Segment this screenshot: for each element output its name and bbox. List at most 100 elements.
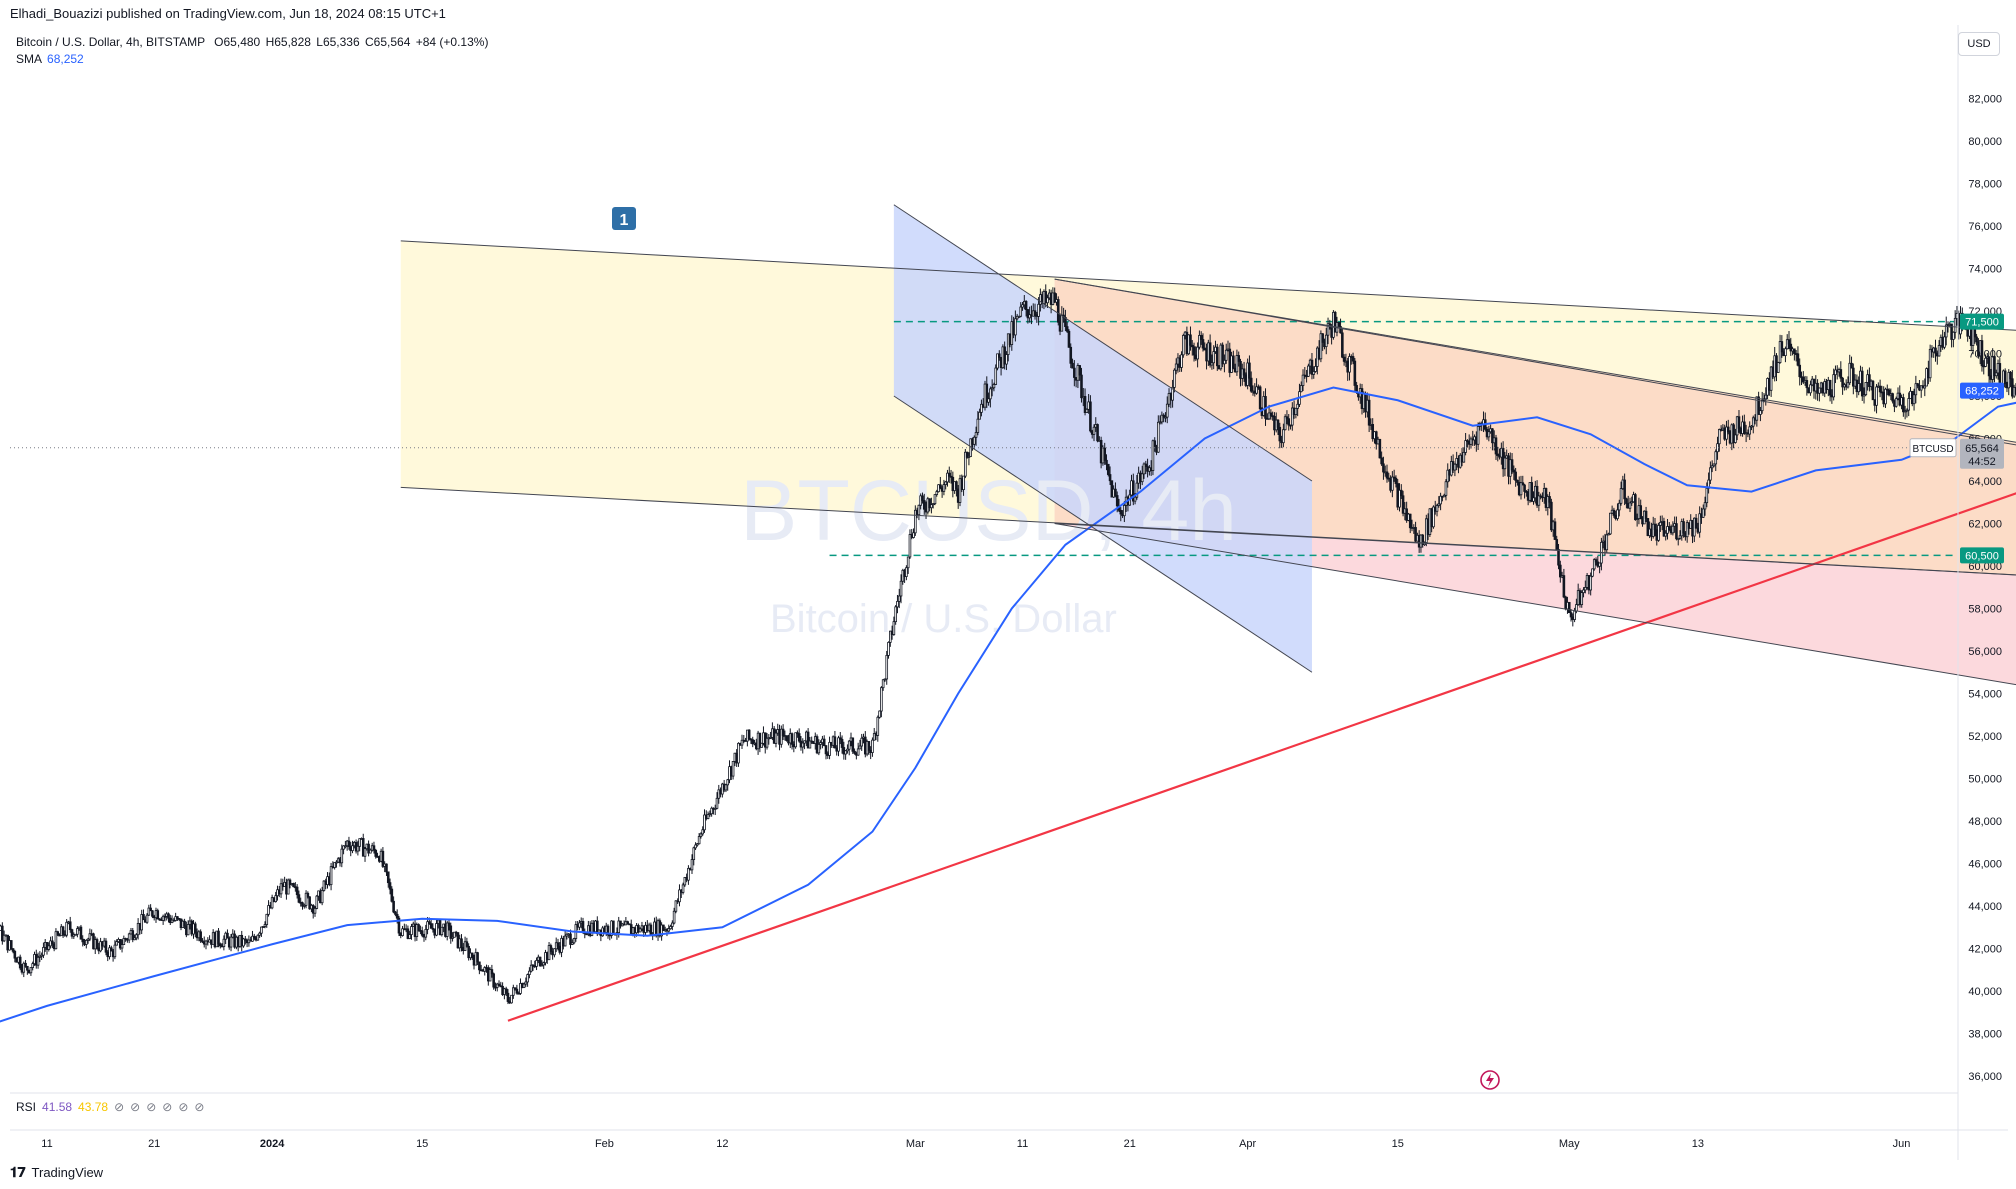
candle-body [322,880,326,891]
candle-body [817,743,821,754]
candle-body [1609,512,1612,535]
candle-body [1694,517,1698,529]
candle-body [1164,416,1167,419]
candle-body [731,761,735,777]
rsi-value: 41.58 [42,1100,73,1114]
currency-button[interactable]: USD [1958,32,2000,56]
candle-body [1208,342,1212,366]
candle-body [1053,292,1056,303]
candle-body [1294,407,1298,415]
candle-body [219,943,222,947]
blue-channel-line [893,395,1313,673]
candle-body [672,910,676,924]
candle-body [747,729,751,740]
candle-body [681,884,685,893]
candle-body [1591,568,1594,577]
candle-body [31,963,35,968]
candle-body [1530,482,1534,502]
candle-body [1871,380,1875,401]
candle-body [1108,474,1112,482]
x-axis-labels: 1121202415Feb12Mar1121Apr15May13Jun17Jul… [41,1138,1910,1150]
candle-body [1550,501,1553,531]
candle-body [1192,346,1196,356]
sma-label: SMA [16,52,43,66]
candle-body [751,739,755,745]
candle-body [1573,610,1576,620]
candle-body [256,934,260,941]
y-tick-label: 56,000 [1968,646,2002,658]
hidden-value-icon: ⊘ [178,1100,189,1114]
candle-body [706,814,710,819]
candles [0,284,2016,1005]
candle-body [297,894,301,903]
candle-body [1242,368,1246,376]
horizontal-levels[interactable] [829,320,1958,557]
candle-body [1151,440,1155,471]
candle-body [1944,324,1948,338]
candle-body [56,931,60,936]
candle-body [344,845,347,848]
candle-body [838,737,842,740]
candle-body [974,432,978,438]
candle-body [392,900,395,913]
price-label-box [1960,313,2004,330]
candle-body [1776,362,1780,373]
candle-body [997,353,1001,358]
candle-body [1221,344,1224,365]
candle-body [95,939,99,949]
y-tick-label: 60,000 [1968,561,2002,573]
candle-body [1934,347,1937,354]
candle-body [1005,354,1008,365]
candle-body [2003,370,2007,385]
high-value: H65,828 [265,35,311,49]
candle-body [302,904,306,907]
candle-body [1046,297,1049,304]
candle-body [1714,451,1718,465]
candle-body [985,383,989,403]
candle-body [1212,351,1215,364]
candle-body [1805,380,1809,389]
candle-body [1644,510,1648,519]
candle-body [1503,457,1507,470]
candle-body [846,748,849,752]
candle-body [1408,513,1412,529]
candle-body [47,945,51,950]
candle-body [581,921,585,933]
candle-body [1510,459,1514,471]
candle-body [270,897,274,909]
trendline[interactable] [507,226,2016,1022]
candle-body [1339,326,1342,334]
candle-body [860,737,864,747]
candle-body [1437,503,1441,506]
candle-body [858,745,862,750]
candle-body [1580,592,1584,606]
candle-body [1173,369,1176,388]
candle-body [1469,438,1473,445]
candle-body [244,938,247,941]
candle-body [1789,343,1793,352]
candle-body [1432,506,1435,528]
channel-lines [400,204,2016,686]
candle-body [315,895,319,909]
candle-body [1282,429,1285,444]
candle-body [1682,521,1685,534]
candle-body [1787,339,1791,345]
candle-body [147,907,151,916]
candle-body [840,738,844,748]
last-price-text: 65,564 [1965,443,1999,455]
candle-body [2007,371,2011,389]
candle-body [808,740,812,749]
candle-body [1764,394,1768,400]
candle-body [1589,575,1592,591]
candle-body [497,983,501,987]
candle-body [844,750,847,755]
bolt-icon[interactable] [1480,1070,1500,1090]
candle-body [538,956,542,967]
y-tick-label: 52,000 [1968,731,2002,743]
candle-body [781,728,785,737]
candle-body [145,914,149,923]
x-tick-label: 21 [148,1138,160,1150]
candle-body [535,960,538,967]
candle-body [1532,497,1535,502]
